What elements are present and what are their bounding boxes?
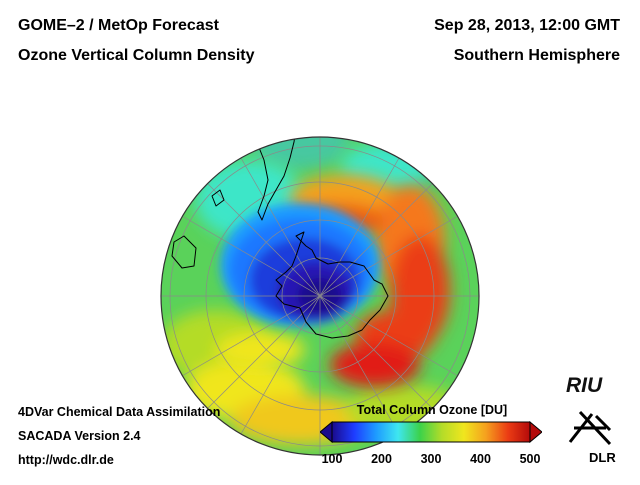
url-link[interactable]: http://wdc.dlr.de bbox=[18, 453, 114, 467]
colorbar-tick-label: 200 bbox=[371, 452, 392, 466]
legend-title: Total Column Ozone [DU] bbox=[356, 403, 508, 417]
graticule bbox=[161, 137, 479, 455]
colorbar-tick-label: 300 bbox=[420, 452, 442, 466]
datetime-label: Sep 28, 2013, 12:00 GMT bbox=[434, 17, 620, 34]
colorbar-ramp bbox=[331, 421, 531, 443]
colorbar bbox=[320, 421, 542, 443]
globe-outline bbox=[160, 136, 480, 456]
quantity-title: Ozone Vertical Column Density bbox=[18, 47, 255, 64]
colorbar-tick-label: 400 bbox=[470, 452, 491, 466]
colorbar-min-arrow bbox=[320, 421, 333, 443]
product-title: GOME–2 / MetOp Forecast bbox=[18, 17, 219, 34]
new-zealand-coast bbox=[211, 189, 225, 207]
dlr-logo-text: DLR bbox=[589, 450, 616, 465]
colorbar-tick-label: 100 bbox=[321, 452, 343, 466]
version-label: SACADA Version 2.4 bbox=[18, 429, 141, 443]
dlr-logo-icon bbox=[568, 410, 612, 446]
africa-coast bbox=[451, 161, 479, 221]
method-label: 4DVar Chemical Data Assimilation bbox=[18, 405, 221, 419]
australia-coast bbox=[171, 235, 197, 269]
antarctica-coast bbox=[275, 231, 389, 339]
colorbar-tick-label: 500 bbox=[519, 452, 541, 466]
riu-logo: RIU bbox=[566, 374, 603, 397]
region-label: Southern Hemisphere bbox=[453, 47, 620, 64]
colorbar-max-arrow bbox=[529, 421, 542, 443]
